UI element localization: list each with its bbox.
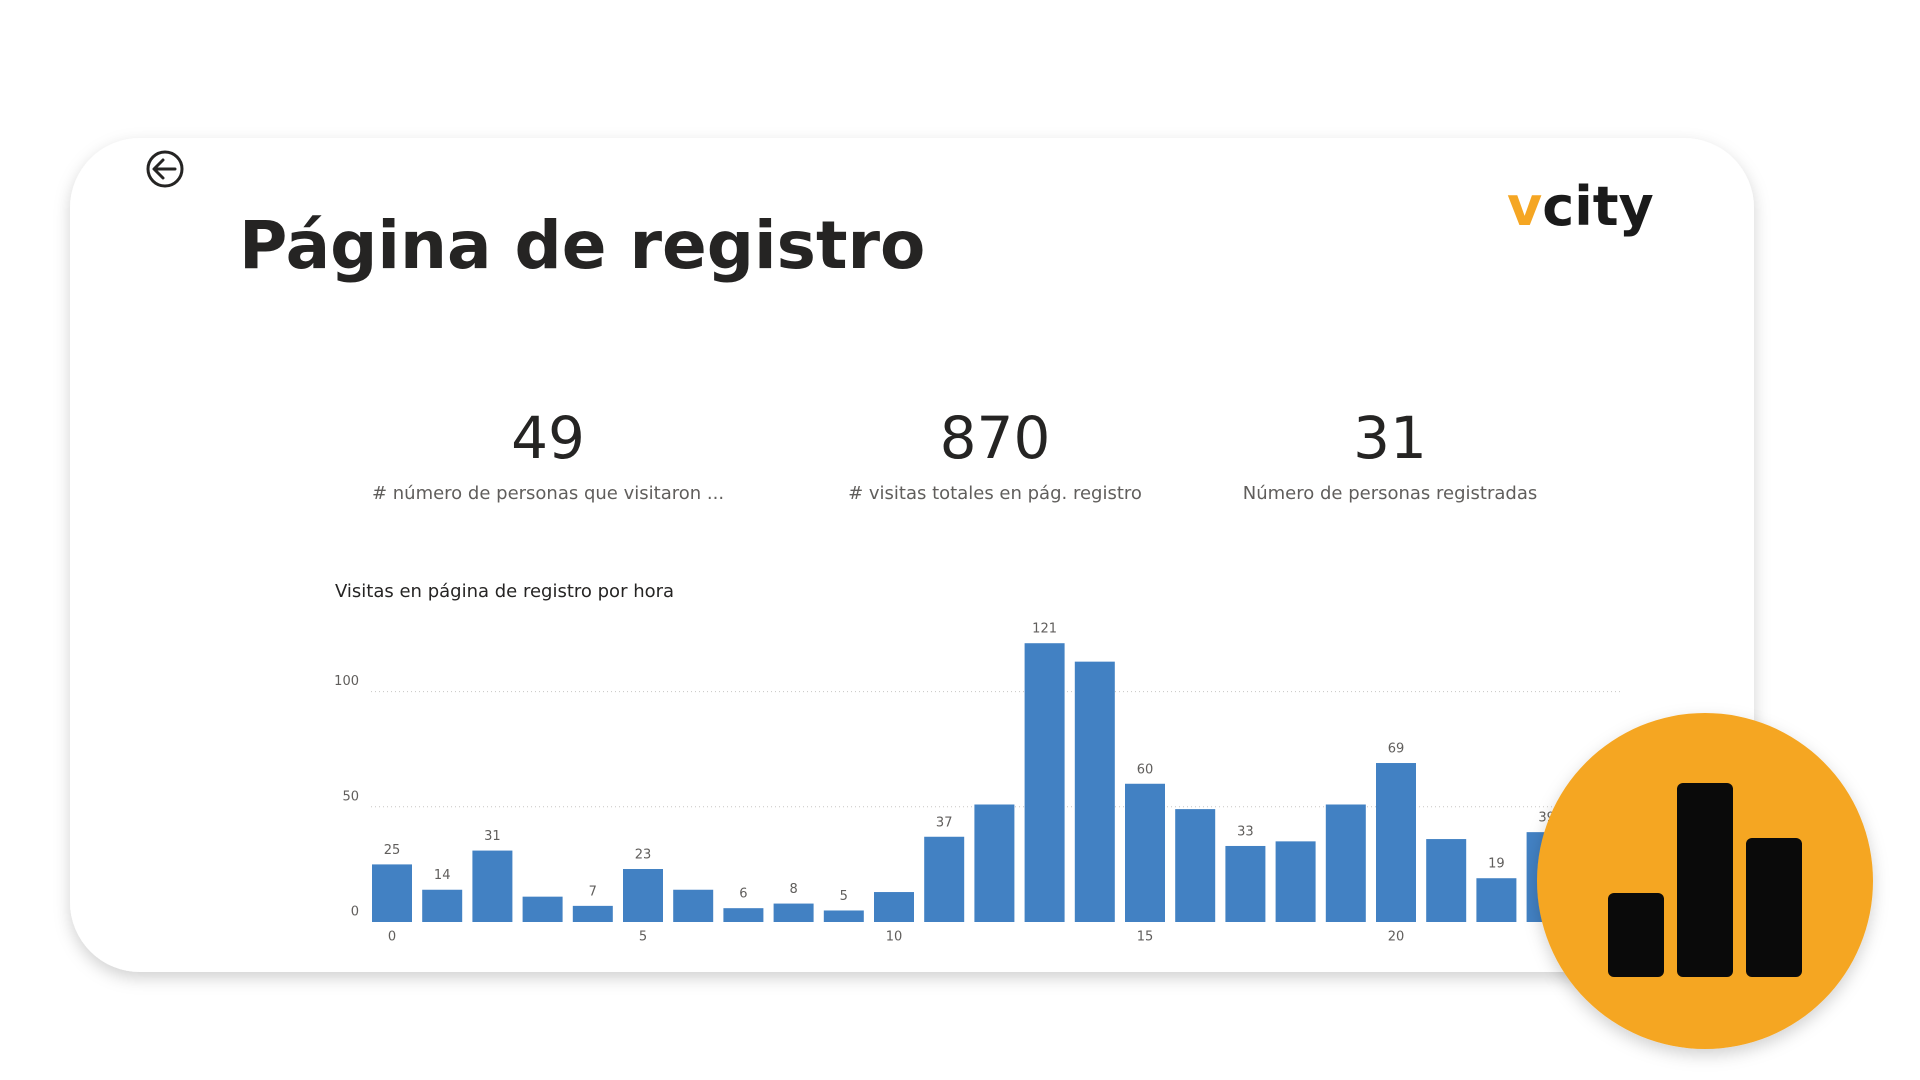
- bar: [874, 892, 914, 922]
- x-tick-label: 15: [1137, 930, 1154, 945]
- back-button[interactable]: [146, 150, 184, 188]
- bar: [572, 905, 613, 922]
- logo-accent: v: [1507, 175, 1542, 238]
- bar: [924, 836, 965, 922]
- data-label: 8: [789, 882, 797, 897]
- data-label: 6: [739, 887, 747, 902]
- data-label: 60: [1137, 762, 1154, 777]
- report-card: [70, 138, 1754, 972]
- kpi-value: 49: [511, 404, 585, 472]
- bar: [623, 869, 663, 922]
- bar: [422, 889, 463, 922]
- bar: [1024, 643, 1065, 922]
- bar: [1275, 841, 1316, 922]
- data-label: 33: [1237, 824, 1254, 839]
- y-tick-label: 0: [351, 905, 359, 920]
- bar: [472, 850, 513, 922]
- chart-icon-badge: [1537, 713, 1873, 1049]
- logo-text: city: [1542, 175, 1654, 238]
- kpi-value: 31: [1353, 404, 1427, 472]
- kpi-label: # visitas totales en pág. registro: [848, 483, 1142, 504]
- x-tick-label: 5: [639, 930, 647, 945]
- bar: [1125, 783, 1165, 922]
- data-label: 37: [936, 815, 953, 830]
- bar: [1476, 878, 1517, 922]
- data-label: 121: [1032, 622, 1057, 637]
- data-label: 23: [635, 848, 652, 863]
- x-tick-label: 0: [388, 930, 396, 945]
- bar: [1325, 804, 1366, 922]
- chart-title: Visitas en página de registro por hora: [335, 581, 674, 602]
- logo: vcity: [1507, 175, 1654, 238]
- data-label: 69: [1388, 742, 1405, 757]
- data-label: 5: [840, 889, 848, 904]
- bar: [1225, 845, 1266, 922]
- kpi-value: 870: [940, 404, 1051, 472]
- bar: [673, 889, 714, 922]
- x-tick-label: 10: [886, 930, 903, 945]
- data-label: 7: [589, 884, 597, 899]
- x-tick-label: 20: [1388, 930, 1405, 945]
- data-label: 25: [384, 843, 401, 858]
- bar: [723, 908, 764, 922]
- bar: [1074, 661, 1115, 922]
- bar: [522, 896, 563, 922]
- data-label: 19: [1488, 857, 1505, 872]
- bar: [1376, 763, 1416, 922]
- page-title: Página de registro: [239, 207, 925, 284]
- bar: [823, 910, 864, 922]
- bar: [773, 903, 814, 922]
- y-tick-label: 100: [334, 674, 359, 689]
- kpi-label: # número de personas que visitaron ...: [372, 483, 724, 504]
- bar: [372, 864, 412, 922]
- y-tick-label: 50: [342, 789, 359, 804]
- bar: [974, 804, 1015, 922]
- bar: [1426, 839, 1467, 922]
- data-label: 31: [484, 829, 501, 844]
- kpi-label: Número de personas registradas: [1243, 483, 1537, 504]
- data-label: 14: [434, 868, 451, 883]
- bar: [1175, 809, 1216, 922]
